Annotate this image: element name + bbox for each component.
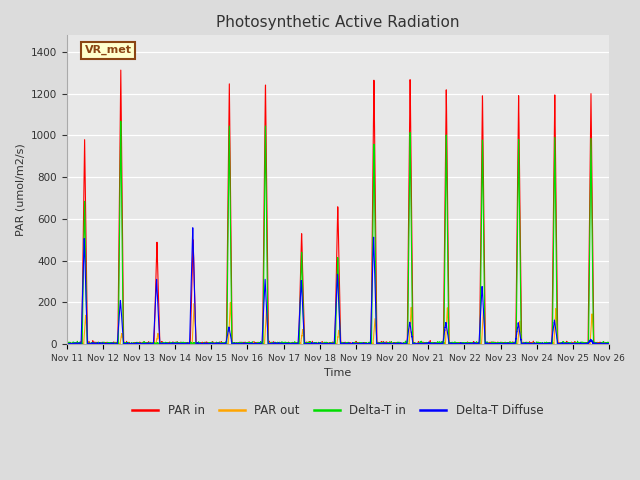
Delta-T Diffuse [460,341,467,347]
Y-axis label: PAR (umol/m2/s): PAR (umol/m2/s) [15,143,25,236]
PAR out [460,341,467,347]
PAR out [227,300,234,305]
Delta-T Diffuse [429,341,437,347]
Delta-T in [63,340,70,346]
PAR out [317,340,325,346]
Delta-T Diffuse [160,341,168,347]
PAR out [160,341,168,347]
PAR out [429,341,437,347]
Text: VR_met: VR_met [84,45,132,55]
Delta-T Diffuse [605,341,612,347]
PAR in [161,341,168,347]
PAR in [490,341,498,347]
Delta-T Diffuse [318,341,326,347]
Delta-T in [605,341,612,347]
Delta-T Diffuse [490,341,498,347]
Delta-T Diffuse [605,341,613,347]
Line: Delta-T in: Delta-T in [67,121,609,344]
Delta-T Diffuse [63,341,70,347]
Delta-T in [161,341,168,347]
Delta-T in [605,341,613,347]
PAR out [63,341,70,347]
Delta-T in [429,341,437,347]
Line: PAR out: PAR out [67,302,609,344]
Delta-T Diffuse [189,225,196,230]
Line: Delta-T Diffuse: Delta-T Diffuse [67,228,609,344]
PAR in [605,340,612,346]
X-axis label: Time: Time [324,368,351,378]
Line: PAR in: PAR in [67,70,609,344]
Delta-T in [460,341,467,347]
Title: Photosynthetic Active Radiation: Photosynthetic Active Radiation [216,15,460,30]
Delta-T in [318,341,326,347]
Delta-T in [490,341,498,347]
Legend: PAR in, PAR out, Delta-T in, Delta-T Diffuse: PAR in, PAR out, Delta-T in, Delta-T Dif… [127,399,548,421]
Delta-T in [63,341,70,347]
PAR in [63,341,70,347]
PAR in [318,341,326,347]
PAR out [605,341,613,347]
PAR out [605,341,612,347]
PAR in [117,67,125,73]
PAR in [605,341,613,347]
Delta-T Diffuse [63,341,70,347]
PAR in [460,341,467,347]
PAR in [63,341,70,347]
PAR in [429,340,437,346]
Delta-T in [117,119,125,124]
PAR out [490,340,498,346]
